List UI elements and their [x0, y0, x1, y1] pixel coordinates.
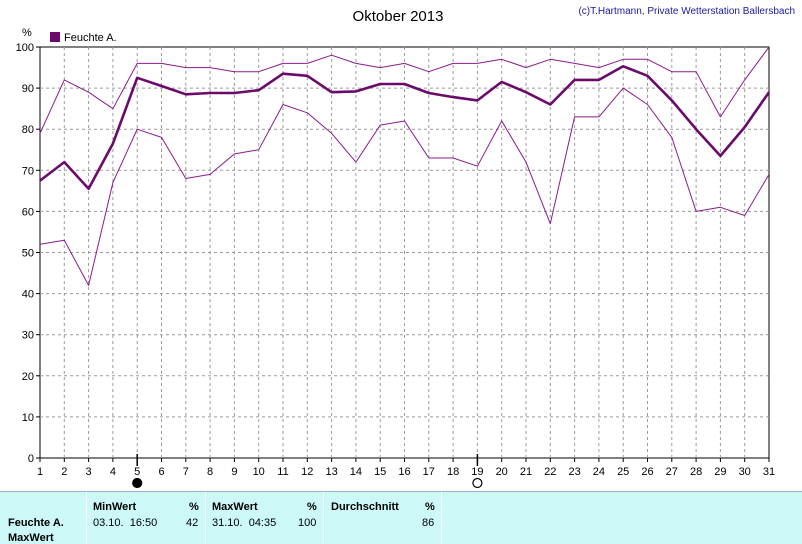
y-tick-label: 0	[28, 453, 34, 465]
new-moon-icon	[132, 477, 143, 489]
x-tick-label: 17	[423, 466, 435, 478]
max-time: 31.10. 04:35	[212, 517, 277, 529]
x-tick-label: 16	[398, 466, 410, 478]
series-line-min	[39, 87, 770, 286]
y-tick-label: 60	[22, 206, 34, 218]
x-tick-label: 9	[231, 466, 237, 478]
x-tick-label: 12	[301, 466, 313, 478]
series-line-max	[39, 46, 770, 134]
y-tick-label: 40	[22, 289, 34, 301]
x-tick-label: 4	[110, 466, 116, 478]
x-tick-label: 29	[714, 466, 726, 478]
summary-table: MinWert % MaxWert % Durchschnitt % Feuch…	[0, 491, 802, 544]
full-moon-icon	[472, 477, 483, 489]
y-tick-label: 20	[22, 371, 34, 383]
y-tick-label: 50	[22, 248, 34, 260]
y-tick-label: 80	[22, 124, 34, 136]
max-value: 100	[298, 517, 317, 529]
x-tick-label: 7	[183, 466, 189, 478]
row-label: Feuchte A.	[8, 517, 64, 529]
x-tick-label: 13	[325, 466, 337, 478]
x-tick-label: 22	[544, 466, 556, 478]
x-tick-label: 26	[641, 466, 653, 478]
legend-label: Feuchte A.	[64, 32, 117, 44]
avg-header: Durchschnitt	[331, 501, 399, 513]
x-tick-label: 30	[739, 466, 751, 478]
y-tick-label: 90	[22, 83, 34, 95]
x-tick-label: 18	[447, 466, 459, 478]
summary-divider	[86, 492, 87, 544]
y-axis-unit: %	[22, 27, 32, 39]
min-unit: %	[189, 501, 199, 513]
avg-unit: %	[425, 501, 435, 513]
min-time: 03.10. 16:50	[93, 517, 158, 529]
min-value: 42	[186, 517, 199, 529]
x-tick-label: 6	[158, 466, 164, 478]
x-tick-label: 23	[568, 466, 580, 478]
x-tick-label: 24	[593, 466, 605, 478]
avg-value: 86	[422, 517, 435, 529]
x-tick-labels: 1 2 3 4 5 6 7 8 9 10 11 12 13 14 15 16 17 18 19 20 21 22 23 24 2…	[37, 466, 775, 478]
x-tick-label: 14	[350, 466, 362, 478]
y-tick-label: 100	[16, 42, 34, 54]
x-tick-label: 2	[61, 466, 67, 478]
x-tick-label: 1	[37, 466, 43, 478]
moon-phase-markers	[132, 454, 483, 489]
x-tick-label: 10	[253, 466, 265, 478]
x-tick-label: 11	[277, 466, 288, 478]
chart-title: Oktober 2013	[353, 8, 444, 25]
summary-divider	[441, 492, 442, 544]
min-header: MinWert	[93, 501, 137, 513]
series-line-mean	[39, 65, 771, 191]
legend-swatch	[50, 32, 60, 42]
x-tick-label: 21	[520, 466, 532, 478]
x-tick-label: 31	[763, 466, 775, 478]
y-tick-label: 70	[22, 165, 34, 177]
x-tick-label: 15	[374, 466, 386, 478]
grid-lines	[36, 46, 770, 462]
summary-divider	[323, 492, 324, 544]
x-tick-label: 20	[496, 466, 508, 478]
x-tick-label: 25	[617, 466, 629, 478]
x-tick-label: 3	[86, 466, 92, 478]
chart-credit: (c)T.Hartmann, Private Wetterstation Bal…	[578, 6, 795, 17]
x-tick-label: 19	[471, 466, 483, 478]
max-header: MaxWert	[212, 501, 258, 513]
x-tick-label: 28	[690, 466, 702, 478]
x-tick-label: 8	[207, 466, 213, 478]
max-unit: %	[307, 501, 317, 513]
row-label-2: MaxWert	[8, 532, 54, 544]
legend: Feuchte A.	[50, 32, 117, 44]
humidity-chart: Oktober 2013 (c)T.Hartmann, Private Wett…	[16, 6, 795, 489]
x-tick-label: 5	[134, 466, 140, 478]
summary-divider	[205, 492, 206, 544]
y-tick-label: 10	[22, 412, 34, 424]
y-tick-label: 30	[22, 330, 34, 342]
x-tick-label: 27	[666, 466, 678, 478]
series-lines	[39, 46, 771, 286]
y-tick-labels: 0 10 20 30 40 50 60 70 80 90 100	[16, 42, 34, 465]
